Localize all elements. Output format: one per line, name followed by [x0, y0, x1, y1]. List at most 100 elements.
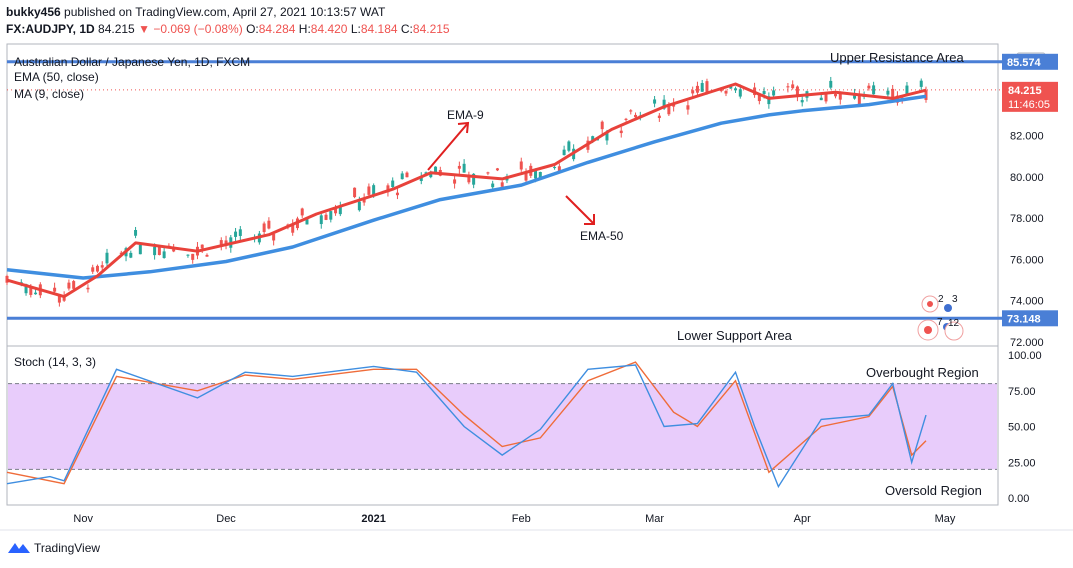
time-tick-label: 2021	[361, 513, 385, 525]
candle-body	[624, 118, 628, 120]
candle-body	[105, 252, 109, 264]
tradingview-logo-icon	[8, 543, 30, 553]
price-tick-label: 72.000	[1010, 337, 1044, 349]
event-count-d: 12	[948, 318, 960, 329]
candle-body	[200, 244, 204, 249]
candle-body	[795, 86, 799, 98]
candle-body	[872, 85, 876, 95]
footer-brand[interactable]: TradingView	[8, 541, 100, 555]
candle-body	[800, 100, 804, 103]
support-resistance-levels: 85.574 73.148 84.215 11:46:05	[7, 53, 1058, 327]
candle-body	[395, 192, 399, 196]
lower-support-label: Lower Support Area	[677, 328, 793, 343]
level-price-tag	[1002, 310, 1058, 327]
candle-body	[553, 167, 557, 169]
stoch-tick-label: 75.00	[1008, 386, 1036, 398]
candle-body	[153, 246, 157, 256]
candle-body	[462, 163, 466, 173]
time-axis[interactable]: Nov Dec 2021 Feb Mar Apr May	[73, 513, 956, 525]
countdown-label: 11:46:05	[1008, 99, 1050, 111]
high-value: 84.420	[310, 22, 348, 36]
brand-label: TradingView	[34, 541, 101, 555]
candle-body	[705, 81, 709, 93]
candle-body	[400, 173, 404, 180]
candle-body	[100, 265, 104, 268]
price-tick-label: 76.000	[1010, 254, 1044, 266]
candle-body	[829, 80, 833, 88]
candle-body	[272, 233, 276, 241]
low-label: L:	[350, 22, 361, 36]
open-label: O:	[246, 22, 259, 36]
ema9-annotation: EMA-9	[447, 108, 484, 122]
candle-body	[357, 201, 361, 211]
last-price: 84.215	[98, 22, 135, 36]
candle-body	[605, 131, 609, 141]
candle-body	[857, 94, 861, 106]
candle-body	[134, 230, 138, 236]
candle-body	[786, 86, 790, 88]
candle-body	[657, 115, 661, 119]
candle-body	[262, 223, 266, 232]
low-value: 84.184	[360, 22, 398, 36]
candle-body	[653, 99, 657, 104]
candle-body	[62, 296, 66, 301]
candle-body	[724, 90, 728, 94]
stoch-tick-label: 25.00	[1008, 457, 1036, 469]
candle-body	[919, 80, 923, 87]
candle-body	[838, 92, 842, 100]
candle-body	[924, 90, 928, 100]
candle-body	[619, 130, 623, 134]
candle-body	[629, 110, 633, 112]
candle-body	[267, 220, 271, 229]
event-count-a: 2	[938, 294, 944, 305]
stoch-d-line	[6, 361, 927, 485]
candle-body	[738, 89, 742, 97]
candle-body	[453, 179, 457, 184]
candle-body	[691, 90, 695, 94]
candle-body	[86, 287, 90, 290]
candle-body	[424, 172, 428, 174]
ema9-arrow	[427, 121, 470, 171]
close-label: C:	[400, 22, 413, 36]
ema50-legend: EMA (50, close)	[14, 70, 99, 84]
candle-body	[191, 253, 195, 260]
time-tick-label: Mar	[645, 513, 664, 525]
oversold-label: Oversold Region	[885, 483, 982, 498]
time-tick-label: Dec	[216, 513, 236, 525]
candle-body	[457, 165, 461, 169]
candle-body	[557, 166, 561, 173]
candle-body	[238, 229, 242, 236]
candle-body	[500, 182, 504, 187]
ema50-annotation: EMA-50	[580, 229, 624, 243]
candle-body	[24, 284, 28, 294]
candle-body	[372, 185, 376, 197]
candle-body	[300, 208, 304, 216]
candle-body	[391, 180, 395, 188]
candle-body	[486, 172, 490, 174]
close-value: 84.215	[412, 22, 450, 36]
indicator-lines	[6, 82, 927, 299]
candle-body	[886, 90, 890, 95]
event-markers[interactable]: 2 3 7 12	[917, 294, 964, 341]
candle-body	[138, 244, 142, 255]
time-tick-label: May	[935, 513, 956, 525]
candle-body	[29, 286, 33, 295]
candle-body	[495, 168, 499, 171]
candle-body	[567, 141, 571, 151]
ema50-arrow	[565, 195, 595, 225]
candle-body	[91, 267, 95, 272]
candle-body	[538, 171, 542, 178]
candle-body	[772, 90, 776, 96]
publisher-name[interactable]: bukky456	[6, 5, 61, 19]
price-tick-label: 78.000	[1010, 213, 1044, 225]
symbol-label: FX:AUDJPY, 1D	[6, 22, 95, 36]
candle-body	[162, 251, 166, 258]
candle-body	[762, 91, 766, 95]
price-tick-label: 80.000	[1010, 172, 1044, 184]
candle-body	[362, 198, 366, 203]
candle-body	[405, 172, 409, 178]
candle-body	[734, 88, 738, 91]
price-pane-border	[6, 43, 999, 347]
candle-body	[291, 224, 295, 233]
